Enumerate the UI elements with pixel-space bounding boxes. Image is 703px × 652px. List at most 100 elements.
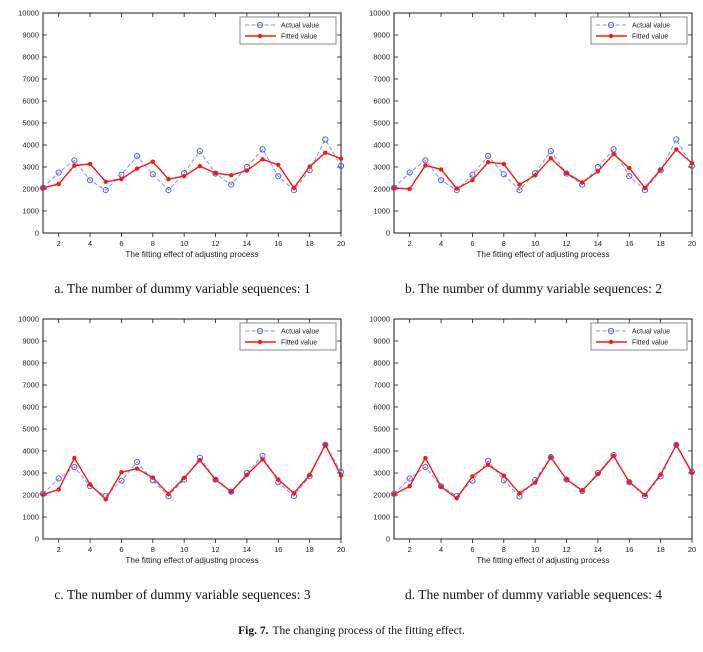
svg-text:20: 20 <box>337 545 345 554</box>
svg-text:0: 0 <box>35 229 39 238</box>
svg-text:7000: 7000 <box>373 381 390 390</box>
svg-text:10: 10 <box>531 545 539 554</box>
svg-text:8000: 8000 <box>373 359 390 368</box>
svg-text:The fitting effect of adjustin: The fitting effect of adjusting process <box>125 556 258 565</box>
chart-c: 0 1000 2000 3000 4000 5000 6000 7000 8000 9000 100… <box>18 315 345 566</box>
svg-text:6: 6 <box>470 239 474 248</box>
svg-text:4000: 4000 <box>22 447 39 456</box>
svg-text:8: 8 <box>502 545 506 554</box>
svg-text:The fitting effect of adjustin: The fitting effect of adjusting process <box>125 250 258 259</box>
svg-text:10: 10 <box>180 545 188 554</box>
svg-text:12: 12 <box>211 239 219 248</box>
svg-text:18: 18 <box>656 239 664 248</box>
figure-caption-label: Fig. 7. <box>238 625 269 637</box>
chart-cell-d: 0 1000 2000 3000 4000 5000 6000 7000 8000 9000 100… <box>351 310 702 616</box>
svg-text:12: 12 <box>562 545 570 554</box>
svg-text:5000: 5000 <box>22 119 39 128</box>
chart-cell-b: 0 1000 2000 3000 4000 5000 6000 7000 8000 9000 100… <box>351 4 702 310</box>
chart-d: 0 1000 2000 3000 4000 5000 6000 7000 8000 9000 100… <box>369 315 696 566</box>
svg-text:Fitted value: Fitted value <box>632 34 668 41</box>
figure-caption-text: The changing process of the fitting effe… <box>272 625 465 637</box>
svg-text:The fitting effect of adjustin: The fitting effect of adjusting process <box>476 556 609 565</box>
svg-text:4000: 4000 <box>373 141 390 150</box>
svg-text:0: 0 <box>386 229 390 238</box>
svg-text:6: 6 <box>119 545 123 554</box>
svg-text:Actual value: Actual value <box>632 23 670 30</box>
svg-text:7000: 7000 <box>22 381 39 390</box>
svg-text:4: 4 <box>88 545 92 554</box>
svg-text:1000: 1000 <box>373 513 390 522</box>
svg-text:8: 8 <box>151 545 155 554</box>
svg-text:8000: 8000 <box>22 53 39 62</box>
svg-text:12: 12 <box>562 239 570 248</box>
svg-text:2: 2 <box>408 239 412 248</box>
svg-text:3000: 3000 <box>22 163 39 172</box>
svg-text:16: 16 <box>625 545 633 554</box>
svg-text:6000: 6000 <box>22 403 39 412</box>
svg-text:4000: 4000 <box>22 141 39 150</box>
svg-text:20: 20 <box>337 239 345 248</box>
chart-b-caption: b. The number of dummy variable sequence… <box>405 281 662 296</box>
svg-text:10000: 10000 <box>18 315 39 324</box>
svg-text:5000: 5000 <box>22 425 39 434</box>
svg-text:8: 8 <box>502 239 506 248</box>
svg-text:8000: 8000 <box>22 359 39 368</box>
svg-text:10: 10 <box>531 239 539 248</box>
svg-text:1000: 1000 <box>373 207 390 216</box>
svg-text:Actual value: Actual value <box>632 329 670 336</box>
chart-c-caption: c. The number of dummy variable sequence… <box>54 587 311 602</box>
svg-text:9000: 9000 <box>22 337 39 346</box>
svg-text:4: 4 <box>88 239 92 248</box>
svg-text:6: 6 <box>119 239 123 248</box>
svg-text:3000: 3000 <box>22 469 39 478</box>
svg-text:2000: 2000 <box>22 491 39 500</box>
svg-text:5000: 5000 <box>373 119 390 128</box>
charts-grid: 0 1000 2000 3000 4000 5000 6000 7000 8000 9000 100… <box>0 4 703 616</box>
svg-text:3000: 3000 <box>373 163 390 172</box>
svg-text:14: 14 <box>594 239 602 248</box>
svg-text:5000: 5000 <box>373 425 390 434</box>
chart-b: 0 1000 2000 3000 4000 5000 6000 7000 8000 9000 100… <box>369 9 696 260</box>
svg-text:20: 20 <box>688 239 696 248</box>
svg-text:10000: 10000 <box>369 315 390 324</box>
svg-text:Fitted value: Fitted value <box>632 340 668 347</box>
svg-text:14: 14 <box>594 545 602 554</box>
svg-text:14: 14 <box>243 545 251 554</box>
svg-text:10000: 10000 <box>369 9 390 18</box>
svg-text:9000: 9000 <box>373 31 390 40</box>
svg-text:4: 4 <box>439 239 443 248</box>
svg-text:Fitted value: Fitted value <box>281 34 317 41</box>
svg-text:8: 8 <box>151 239 155 248</box>
svg-text:Fitted value: Fitted value <box>281 340 317 347</box>
svg-text:6: 6 <box>470 545 474 554</box>
svg-text:1000: 1000 <box>22 207 39 216</box>
svg-text:1000: 1000 <box>22 513 39 522</box>
svg-text:3000: 3000 <box>373 469 390 478</box>
svg-text:2: 2 <box>57 239 61 248</box>
svg-text:12: 12 <box>211 545 219 554</box>
svg-text:2: 2 <box>57 545 61 554</box>
svg-text:18: 18 <box>305 239 313 248</box>
svg-text:4000: 4000 <box>373 447 390 456</box>
chart-a-caption: a. The number of dummy variable sequence… <box>54 281 311 296</box>
svg-text:6000: 6000 <box>22 97 39 106</box>
chart-cell-c: 0 1000 2000 3000 4000 5000 6000 7000 8000 9000 100… <box>0 310 351 616</box>
svg-text:7000: 7000 <box>373 75 390 84</box>
svg-text:9000: 9000 <box>22 31 39 40</box>
svg-text:2000: 2000 <box>22 185 39 194</box>
svg-text:16: 16 <box>274 239 282 248</box>
figure-caption: Fig. 7. The changing process of the fitti… <box>0 625 703 637</box>
svg-text:14: 14 <box>243 239 251 248</box>
chart-cell-a: 0 1000 2000 3000 4000 5000 6000 7000 8000 9000 100… <box>0 4 351 310</box>
chart-a: 0 1000 2000 3000 4000 5000 6000 7000 8000 9000 100… <box>18 9 345 260</box>
svg-text:0: 0 <box>386 535 390 544</box>
svg-text:8000: 8000 <box>373 53 390 62</box>
svg-text:4: 4 <box>439 545 443 554</box>
svg-text:Actual value: Actual value <box>281 329 319 336</box>
svg-text:7000: 7000 <box>22 75 39 84</box>
svg-text:6000: 6000 <box>373 97 390 106</box>
svg-text:10: 10 <box>180 239 188 248</box>
svg-text:18: 18 <box>305 545 313 554</box>
svg-text:0: 0 <box>35 535 39 544</box>
